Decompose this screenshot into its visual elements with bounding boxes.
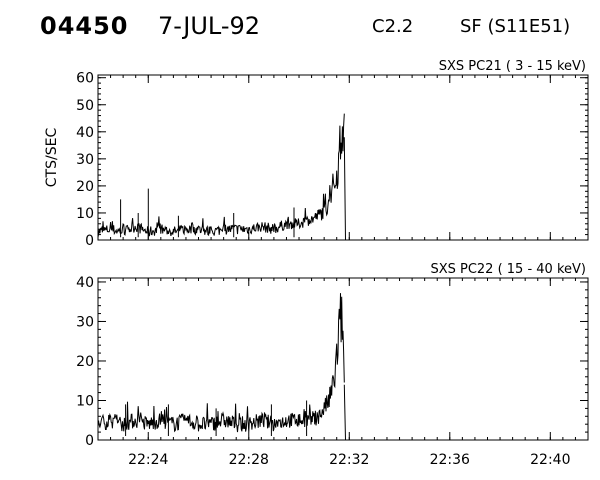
y-tick-label: 50 xyxy=(76,98,94,114)
lightcurve-pc21 xyxy=(97,113,346,241)
goes-class: C2.2 xyxy=(372,16,414,37)
y-tick-label: 10 xyxy=(76,393,94,409)
y-tick-label: 30 xyxy=(76,314,94,330)
y-tick-label: 20 xyxy=(76,179,94,195)
y-tick-label: 60 xyxy=(76,71,94,87)
y-tick-label: 0 xyxy=(85,433,94,449)
plot-frame xyxy=(97,277,589,441)
panel-title: SXS PC22 ( 15 - 40 keV) xyxy=(430,262,586,277)
lightcurve-pc22 xyxy=(97,293,346,441)
panel-title: SXS PC21 ( 3 - 15 keV) xyxy=(439,59,586,74)
y-tick-label: 0 xyxy=(85,233,94,249)
flare-location: SF (S11E51) xyxy=(460,16,571,37)
x-tick-label: 22:32 xyxy=(329,452,369,468)
panel-pc22: SXS PC22 ( 15 - 40 keV) 0 10 20 30 40 xyxy=(76,262,589,449)
panel-pc21: SXS PC21 ( 3 - 15 keV) 0 10 20 30 40 50 60 CTS/S… xyxy=(44,59,589,249)
x-tick-label: 22:36 xyxy=(430,452,470,468)
event-date: 7-JUL-92 xyxy=(158,12,261,40)
x-tick-label: 22:40 xyxy=(530,452,570,468)
y-axis-label: CTS/SEC xyxy=(44,128,60,188)
y-tick-label: 30 xyxy=(76,152,94,168)
y-tick-label: 40 xyxy=(76,125,94,141)
y-tick-label: 10 xyxy=(76,206,94,222)
x-tick-label: 22:24 xyxy=(128,452,168,468)
y-tick-label: 20 xyxy=(76,354,94,370)
y-tick-label: 40 xyxy=(76,275,94,291)
x-tick-label: 22:28 xyxy=(229,452,269,468)
plot-frame xyxy=(97,74,589,241)
event-id: 04450 xyxy=(40,12,129,40)
